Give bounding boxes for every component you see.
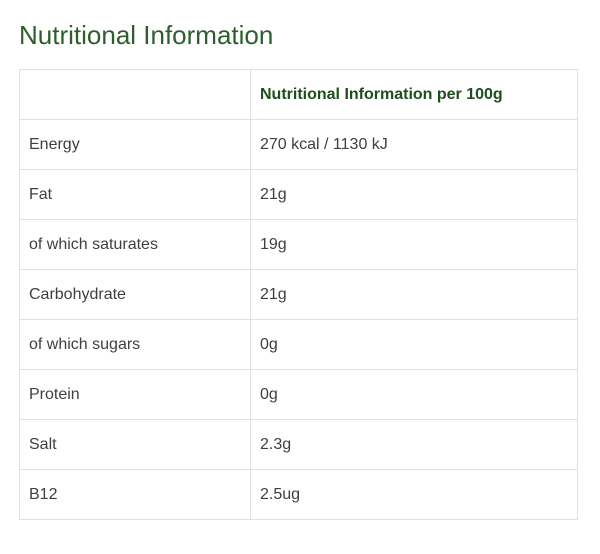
nutrient-label: Energy bbox=[19, 119, 251, 170]
nutrient-value: 21g bbox=[250, 269, 578, 320]
table-row: of which saturates 19g bbox=[19, 219, 578, 270]
nutrient-value: 2.5ug bbox=[250, 469, 578, 520]
nutrient-label: of which sugars bbox=[19, 319, 251, 370]
nutrient-value: 2.3g bbox=[250, 419, 578, 470]
nutrient-label: Protein bbox=[19, 369, 251, 420]
table-row: B12 2.5ug bbox=[19, 469, 578, 520]
header-label-cell bbox=[19, 69, 251, 120]
nutrition-table: Nutritional Information per 100g Energy … bbox=[19, 69, 578, 520]
table-header-row: Nutritional Information per 100g bbox=[19, 69, 578, 120]
nutrient-value: 270 kcal / 1130 kJ bbox=[250, 119, 578, 170]
nutrient-value: 0g bbox=[250, 319, 578, 370]
table-row: Salt 2.3g bbox=[19, 419, 578, 470]
nutrient-label: Salt bbox=[19, 419, 251, 470]
table-row: Fat 21g bbox=[19, 169, 578, 220]
nutrient-label: of which saturates bbox=[19, 219, 251, 270]
table-row: Energy 270 kcal / 1130 kJ bbox=[19, 119, 578, 170]
nutrient-label: B12 bbox=[19, 469, 251, 520]
nutrient-value: 0g bbox=[250, 369, 578, 420]
table-row: Protein 0g bbox=[19, 369, 578, 420]
nutrient-label: Fat bbox=[19, 169, 251, 220]
table-row: of which sugars 0g bbox=[19, 319, 578, 370]
nutrient-label: Carbohydrate bbox=[19, 269, 251, 320]
header-value-cell: Nutritional Information per 100g bbox=[250, 69, 578, 120]
nutrient-value: 19g bbox=[250, 219, 578, 270]
table-row: Carbohydrate 21g bbox=[19, 269, 578, 320]
page-title: Nutritional Information bbox=[19, 20, 274, 50]
nutrient-value: 21g bbox=[250, 169, 578, 220]
